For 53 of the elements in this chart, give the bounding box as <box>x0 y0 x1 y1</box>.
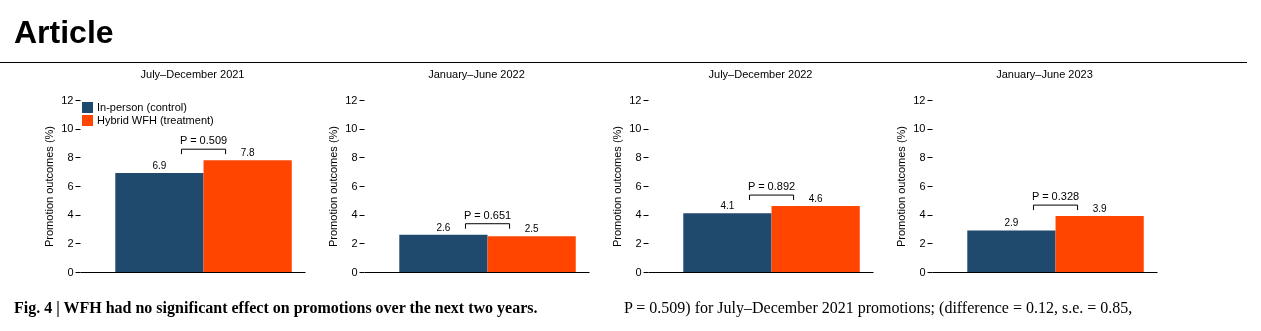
y-tick-label: 2 <box>635 236 642 249</box>
y-tick-label: 6 <box>67 179 74 192</box>
y-tick-label: 0 <box>635 265 642 278</box>
y-tick-label: 0 <box>67 265 74 278</box>
data-label: 4.1 <box>720 200 735 212</box>
data-label: 3.9 <box>1092 203 1108 215</box>
data-label: 4.6 <box>808 193 824 205</box>
annotation: P = 0.509 <box>179 134 228 147</box>
y-tick-label: 6 <box>919 179 926 192</box>
data-label: 2.5 <box>524 223 540 235</box>
y-axis-title: Promotion outcomes (%) <box>327 125 340 248</box>
y-tick-label: 6 <box>351 179 358 192</box>
y-tick-label: 12 <box>345 93 358 106</box>
y-tick-label: 4 <box>635 208 642 221</box>
legend-label: In-person (control) <box>97 100 187 113</box>
y-tick-label: 0 <box>919 265 926 278</box>
y-tick-label: 2 <box>919 236 926 249</box>
y-tick-label: 8 <box>351 150 358 163</box>
y-tick-label: 8 <box>919 150 926 163</box>
data-label: 2.6 <box>436 221 451 233</box>
annotation: P = 0.892 <box>747 180 796 193</box>
y-tick-label: 4 <box>919 208 926 221</box>
y-tick-label: 12 <box>913 93 926 106</box>
text: Article <box>14 14 115 51</box>
y-tick-label: 10 <box>61 122 74 135</box>
y-axis-title: Promotion outcomes (%) <box>611 125 624 248</box>
text: P = 0.509) for July–December 2021 promotions; (difference = 0.12, s.e. = 0.85, <box>624 299 1133 317</box>
chart-title: July–December 2021 <box>140 68 245 80</box>
y-tick-label: 10 <box>913 122 926 135</box>
y-axis-title: Promotion outcomes (%) <box>43 125 56 248</box>
y-tick-label: 10 <box>629 122 642 135</box>
y-tick-label: 10 <box>345 122 358 135</box>
chart-title: January–June 2022 <box>428 68 525 80</box>
annotation: P = 0.651 <box>463 208 512 221</box>
y-tick-label: 4 <box>67 208 74 221</box>
chart-title: January–June 2023 <box>996 68 1093 80</box>
data-label: 7.8 <box>240 147 256 159</box>
y-tick-label: 0 <box>351 265 358 278</box>
y-tick-label: 2 <box>351 236 358 249</box>
y-tick-label: 4 <box>351 208 358 221</box>
y-tick-label: 8 <box>67 150 74 163</box>
legend-label: Hybrid WFH (treatment) <box>97 113 214 126</box>
data-label: 2.9 <box>1004 217 1019 229</box>
chart-title: July–December 2022 <box>708 68 813 80</box>
y-tick-label: 12 <box>61 93 74 106</box>
annotation: P = 0.328 <box>1031 190 1080 203</box>
y-tick-label: 12 <box>629 93 642 106</box>
y-tick-label: 8 <box>635 150 642 163</box>
y-tick-label: 2 <box>67 236 74 249</box>
caption: Fig. 4 | WFH had no significant effect on promotions over the next two years. <box>14 299 539 317</box>
data-label: 6.9 <box>152 160 167 172</box>
y-tick-label: 6 <box>635 179 642 192</box>
y-axis-title: Promotion outcomes (%) <box>895 125 908 248</box>
